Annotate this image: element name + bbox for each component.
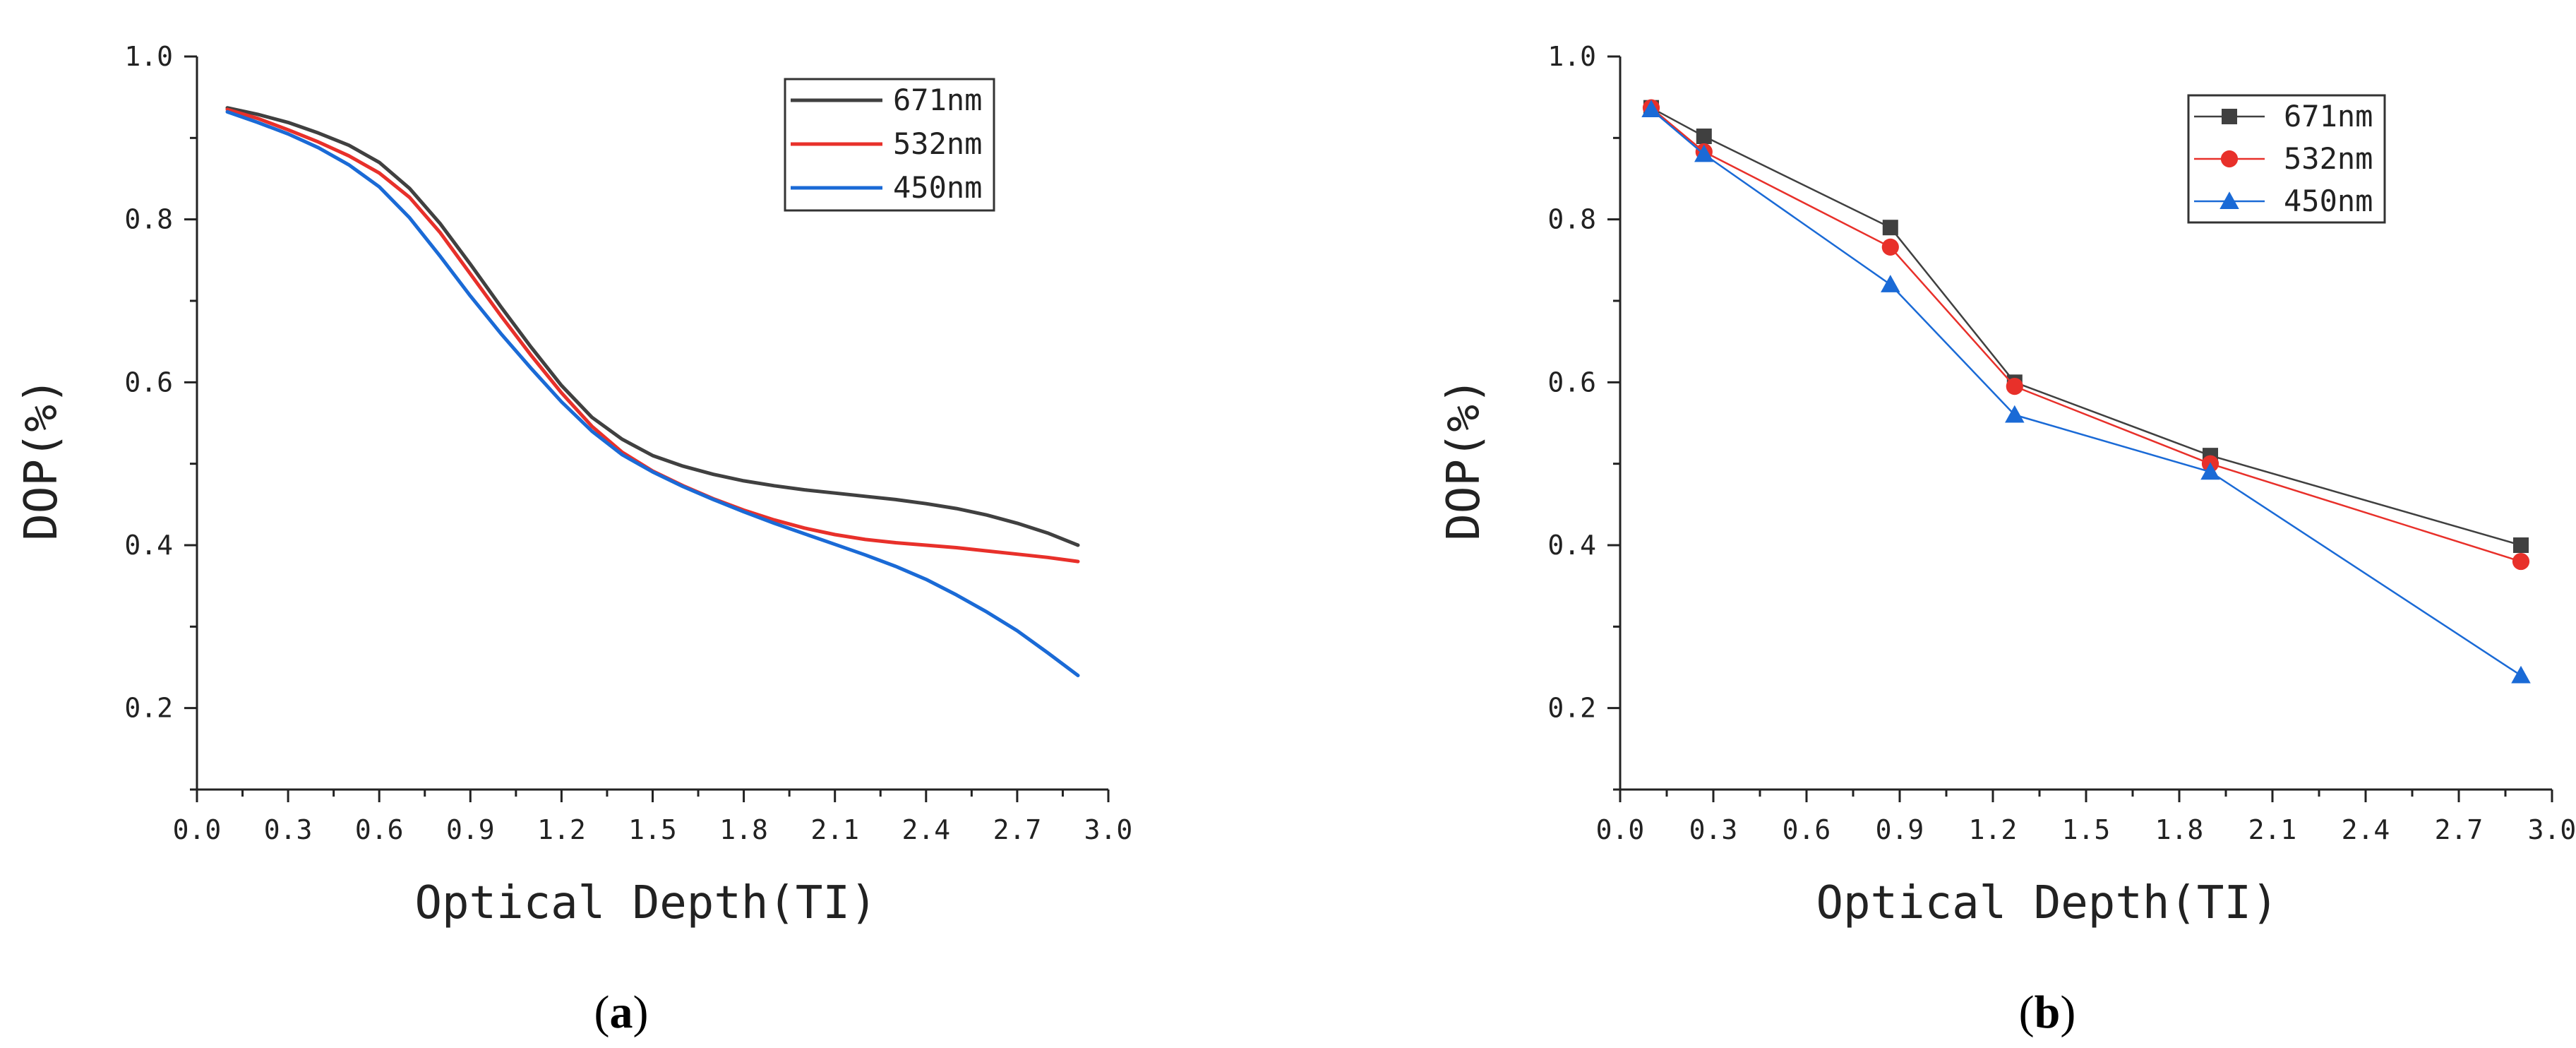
series-450nm (1641, 100, 2531, 684)
x-tick-label: 2.1 (2248, 814, 2297, 845)
x-tick-label: 1.8 (2155, 814, 2204, 845)
axes-a: 0.0 0.3 0.6 0.9 1.2 1.5 1.8 2.1 2.4 2.7 3.0 0.2 0.4 0… (124, 41, 1132, 845)
x-tick-label: 2.4 (901, 814, 950, 845)
axes-b: 0.0 0.3 0.6 0.9 1.2 1.5 1.8 2.1 2.4 2.7 3.0 0.2 0.4 0… (1547, 41, 2576, 845)
series-532nm (1642, 99, 2530, 571)
data-point-671nm-2 (1882, 220, 1898, 236)
y-tick-label: 0.4 (124, 530, 173, 561)
data-point-532nm-3 (2006, 378, 2023, 395)
data-point-450nm-1 (1694, 144, 1714, 162)
data-point-450nm-0 (1641, 100, 1661, 117)
x-tick-label: 0.6 (355, 814, 404, 845)
y-axis-title-a: DOP(%) (16, 377, 68, 540)
panel-label-a-letter: a (610, 987, 633, 1038)
x-axis-title-b: Optical Depth(TI) (1816, 877, 2278, 929)
data-point-450nm-4 (2200, 462, 2220, 480)
x-tick-label: 3.0 (1084, 814, 1133, 845)
legend-marker-532nm (2220, 150, 2239, 168)
legend-label-671nm: 671nm (2284, 99, 2373, 133)
x-axis-title-a: Optical Depth(TI) (414, 877, 877, 929)
y-tick-label: 1.0 (124, 41, 173, 72)
series-671nm (1643, 100, 2529, 553)
series-line-671nm (225, 106, 1080, 547)
y-tick-label: 0.2 (124, 693, 173, 724)
data-point-450nm-2 (1881, 275, 1900, 292)
series-layer-b (1641, 99, 2531, 684)
legend-a: 671nm 532nm 450nm (784, 78, 995, 212)
x-tick-label: 2.4 (2342, 814, 2390, 845)
x-tick-label: 0.3 (1689, 814, 1738, 845)
legend-label-671nm: 671nm (893, 83, 982, 117)
legend-marker-450nm (2219, 191, 2239, 209)
series-671nm (225, 106, 1080, 547)
legend-label-532nm: 532nm (893, 126, 982, 161)
data-point-671nm-5 (2513, 537, 2529, 553)
x-tick-label: 0.0 (1596, 814, 1645, 845)
x-tick-label: 1.2 (537, 814, 586, 845)
x-tick-label: 1.8 (719, 814, 768, 845)
series-line-532nm (1650, 107, 2522, 563)
x-tick-label: 0.0 (173, 814, 222, 845)
x-tick-label: 0.6 (1783, 814, 1831, 845)
series-line-671nm (1650, 107, 2522, 547)
series-line-450nm (225, 109, 1080, 677)
data-point-671nm-1 (1696, 129, 1712, 145)
legend-label-532nm: 532nm (2284, 141, 2373, 176)
series-layer-a (225, 106, 1080, 677)
x-tick-label: 1.5 (2062, 814, 2111, 845)
x-tick-label: 2.7 (2435, 814, 2484, 845)
chart-panel-a: 0.0 0.3 0.6 0.9 1.2 1.5 1.8 2.1 2.4 2.7 3.0 0.2 0.4 0… (16, 41, 1132, 1038)
y-axis-title-b: DOP(%) (1438, 377, 1490, 540)
y-tick-label: 0.6 (1547, 367, 1596, 398)
legend-b: 671nm 532nm 450nm (2187, 94, 2386, 224)
panel-label-b-letter: b (2035, 987, 2061, 1038)
y-tick-label: 0.8 (1547, 204, 1596, 235)
y-tick-label: 0.2 (1547, 693, 1596, 724)
data-point-532nm-5 (2512, 552, 2530, 571)
chart-panel-b: 0.0 0.3 0.6 0.9 1.2 1.5 1.8 2.1 2.4 2.7 3.0 0.2 0.4 0… (1438, 41, 2576, 1038)
data-point-532nm-2 (1881, 238, 1899, 256)
x-tick-label: 2.1 (810, 814, 859, 845)
legend-label-450nm: 450nm (2284, 184, 2373, 218)
panel-label-a-close: ) (633, 987, 649, 1038)
panel-label-a: (a) (594, 987, 649, 1038)
x-tick-label: 0.9 (1876, 814, 1924, 845)
y-tick-label: 1.0 (1547, 41, 1596, 72)
panel-label-b-open: ( (2019, 987, 2035, 1038)
legend-marker-671nm (2222, 109, 2237, 124)
series-line-450nm (1650, 108, 2522, 677)
series-450nm (225, 109, 1080, 677)
x-tick-label: 0.9 (446, 814, 495, 845)
legend-label-450nm: 450nm (893, 170, 982, 205)
panel-label-a-open: ( (594, 987, 610, 1038)
y-tick-label: 0.6 (124, 367, 173, 398)
x-tick-label: 0.3 (264, 814, 313, 845)
data-point-450nm-3 (2005, 405, 2025, 423)
x-tick-label: 2.7 (993, 814, 1042, 845)
x-tick-label: 1.5 (628, 814, 677, 845)
x-tick-label: 3.0 (2528, 814, 2576, 845)
panel-label-b: (b) (2019, 987, 2076, 1038)
data-point-450nm-5 (2511, 665, 2531, 684)
x-tick-label: 1.2 (1969, 814, 2018, 845)
panel-label-b-close: ) (2060, 987, 2075, 1038)
y-tick-label: 0.8 (124, 204, 173, 235)
y-tick-label: 0.4 (1547, 530, 1596, 561)
